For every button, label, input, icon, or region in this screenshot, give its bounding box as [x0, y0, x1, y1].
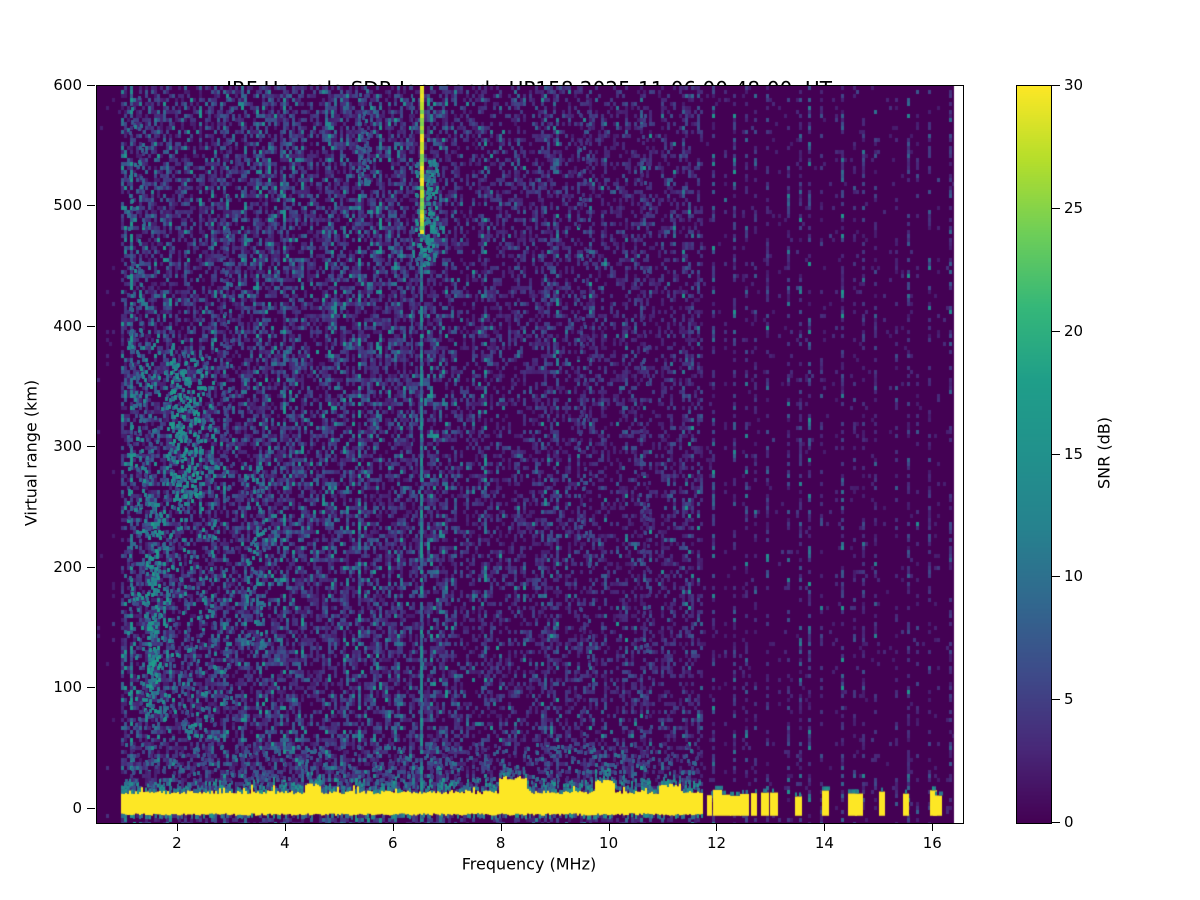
y-tick-label: 600	[53, 76, 82, 94]
colorbar-tick-label: 0	[1064, 813, 1074, 831]
x-tick-label: 2	[172, 834, 182, 852]
x-tick-mark	[932, 823, 934, 831]
y-tick-label: 0	[72, 798, 82, 817]
y-tick-mark	[87, 325, 95, 327]
colorbar-tick-label: 15	[1064, 444, 1084, 463]
x-tick-mark	[176, 823, 178, 831]
y-tick-label: 400	[53, 316, 82, 335]
x-tick-mark	[608, 823, 610, 831]
x-axis-label: Frequency (MHz)	[461, 854, 597, 874]
x-tick-label: 8	[495, 834, 506, 852]
colorbar-tick-mark	[1052, 330, 1060, 332]
colorbar-tick-label: 30	[1064, 76, 1084, 94]
x-tick-label: 6	[387, 834, 398, 852]
colorbar-tick-label: 5	[1064, 690, 1074, 709]
x-tick-label: 4	[280, 834, 290, 852]
plot-area	[96, 85, 964, 824]
x-tick-label: 12	[706, 834, 727, 852]
y-tick-mark	[87, 85, 95, 86]
x-tick-mark	[500, 823, 502, 831]
colorbar-tick-mark	[1052, 453, 1060, 455]
y-axis-label: Virtual range (km)	[21, 379, 41, 527]
colorbar-tick-label: 25	[1064, 198, 1084, 217]
x-tick-mark	[716, 823, 718, 831]
y-tick-mark	[87, 566, 95, 568]
y-tick-label: 300	[53, 437, 82, 456]
y-tick-mark	[87, 205, 95, 207]
colorbar-tick-mark	[1052, 822, 1060, 823]
x-tick-mark	[284, 823, 286, 831]
colorbar-tick-mark	[1052, 207, 1060, 209]
x-tick-label: 16	[922, 834, 942, 852]
y-tick-label: 100	[53, 678, 82, 697]
x-tick-mark	[824, 823, 826, 831]
colorbar-tick-label: 20	[1064, 321, 1084, 340]
y-tick-label: 500	[53, 196, 82, 215]
colorbar-canvas	[1017, 86, 1051, 823]
y-tick-mark	[87, 687, 95, 689]
colorbar-tick-mark	[1052, 576, 1060, 578]
colorbar-label: SNR (dB)	[1094, 417, 1114, 489]
y-tick-mark	[87, 807, 95, 809]
y-tick-label: 200	[53, 557, 82, 576]
colorbar-tick-mark	[1052, 85, 1060, 86]
x-tick-label: 14	[814, 834, 834, 852]
y-tick-mark	[87, 446, 95, 448]
colorbar-tick-mark	[1052, 699, 1060, 701]
x-tick-label: 10	[599, 834, 619, 852]
colorbar	[1016, 85, 1052, 824]
x-tick-mark	[392, 823, 394, 831]
colorbar-tick-label: 10	[1064, 567, 1084, 586]
ionogram-heatmap-canvas	[97, 86, 963, 823]
